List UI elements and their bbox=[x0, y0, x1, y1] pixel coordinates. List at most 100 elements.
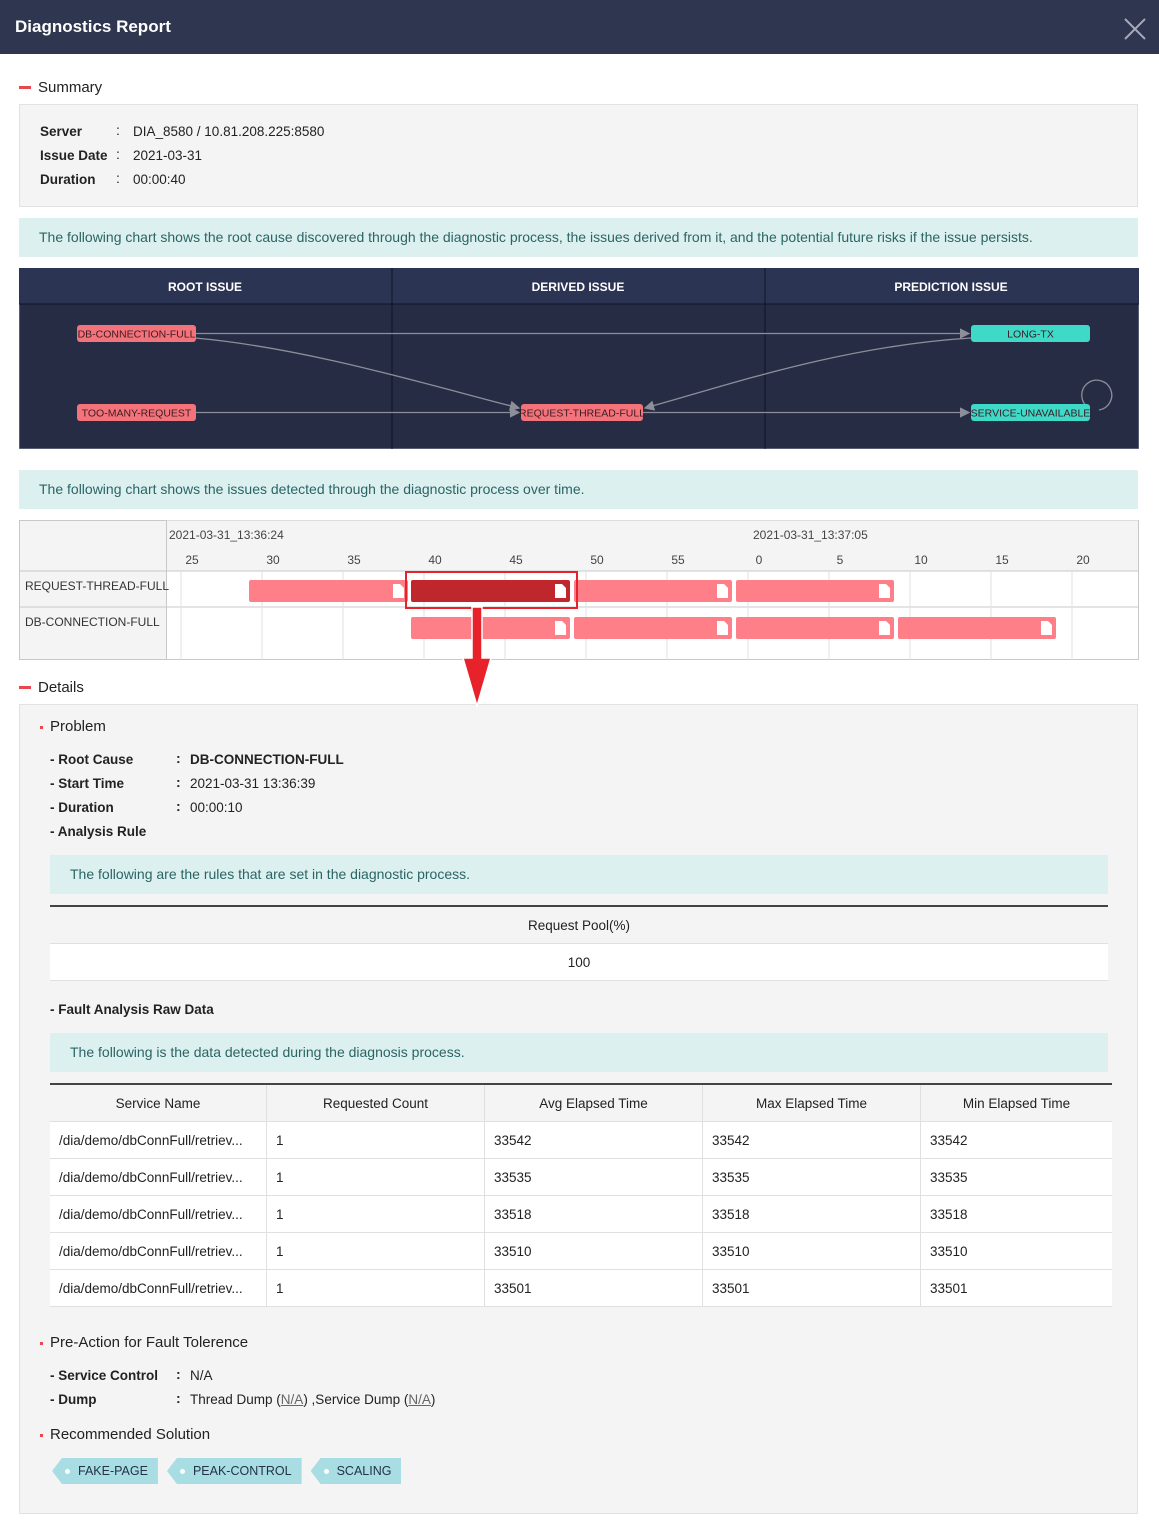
table-row: /dia/demo/dbConnFull/retriev... 1 33535 335… bbox=[50, 1158, 1112, 1196]
header bbox=[0, 0, 1159, 54]
table-cell: 33518 bbox=[702, 1195, 921, 1233]
text: Thread Dump ( bbox=[190, 1392, 281, 1407]
issue-bar bbox=[736, 580, 894, 602]
issue-node bbox=[521, 404, 643, 421]
detail-value: DB-CONNECTION-FULL bbox=[190, 752, 344, 767]
data-table: Request Pool(%) 100 bbox=[50, 905, 1108, 981]
detail-label: - Duration bbox=[50, 800, 114, 815]
close-button[interactable] bbox=[1122, 16, 1148, 42]
separator: : bbox=[116, 122, 120, 138]
issue-node-label: LONG-TX bbox=[1007, 329, 1054, 341]
issue-bar bbox=[736, 617, 894, 639]
doc-icon bbox=[879, 584, 890, 598]
table-cell: 33518 bbox=[920, 1195, 1112, 1233]
table-cell: 1 bbox=[266, 1158, 485, 1196]
table-cell: 33542 bbox=[484, 1121, 703, 1159]
row-label: DB-CONNECTION-FULL bbox=[25, 615, 160, 629]
table-cell: 33510 bbox=[920, 1232, 1112, 1270]
separator: : bbox=[116, 146, 120, 162]
table-row: /dia/demo/dbConnFull/retriev... 1 33501 335… bbox=[50, 1269, 1112, 1307]
column-header: Min Elapsed Time bbox=[920, 1084, 1112, 1122]
column-header: Service Name bbox=[115, 1095, 201, 1111]
issue-node-label: SERVICE-UNAVAILABLE bbox=[971, 408, 1091, 420]
detail-value: N/A bbox=[190, 1368, 213, 1383]
table-cell: 33510 bbox=[702, 1232, 921, 1270]
table-cell: 100 bbox=[567, 954, 591, 970]
issue-node bbox=[77, 325, 196, 342]
issue-bar bbox=[411, 580, 570, 602]
time-tick-label: 35 bbox=[347, 553, 361, 567]
issue-bar bbox=[898, 617, 1056, 639]
table-cell: /dia/demo/dbConnFull/retriev... bbox=[59, 1206, 243, 1222]
table-cell: /dia/demo/dbConnFull/retriev... bbox=[59, 1243, 243, 1259]
time-label: 2021-03-31_13:36:24 bbox=[169, 528, 284, 542]
flow-header bbox=[19, 268, 1139, 304]
text: ) ,Service Dump ( bbox=[303, 1392, 409, 1407]
header-row: Service Name Requested Count Avg Elapsed T… bbox=[50, 1084, 1112, 1122]
edge bbox=[194, 337, 521, 411]
issue-node bbox=[77, 404, 196, 421]
detail-value: 00:00:10 bbox=[190, 800, 243, 815]
time-tick-label: 5 bbox=[837, 553, 844, 567]
info-note: The following chart shows the root cause… bbox=[19, 218, 1138, 257]
table-cell: 33535 bbox=[702, 1158, 921, 1196]
table-row: /dia/demo/dbConnFull/retriev... 1 33542 335… bbox=[50, 1121, 1112, 1159]
doc-icon bbox=[1041, 621, 1052, 635]
column-header: Max Elapsed Time bbox=[702, 1084, 921, 1122]
info-note: The following chart shows the issues det… bbox=[19, 470, 1138, 509]
separator: : bbox=[176, 774, 181, 790]
solution-tag: SCALING bbox=[310, 1458, 402, 1484]
separator: : bbox=[176, 750, 181, 766]
table-row: /dia/demo/dbConnFull/retriev... 1 33518 335… bbox=[50, 1195, 1112, 1233]
issue-node-label: TOO-MANY-REQUEST bbox=[82, 408, 192, 420]
detail-label: - Service Control bbox=[50, 1368, 159, 1383]
solution-tags: FAKE-PAGE PEAK-CONTROL SCALING bbox=[52, 1458, 410, 1484]
section-marker bbox=[19, 86, 31, 89]
table-cell: 33501 bbox=[920, 1269, 1112, 1307]
time-header bbox=[167, 520, 1138, 572]
column-header: DERIVED ISSUE bbox=[532, 280, 625, 294]
summary-value: DIA_8580 / 10.81.208.225:8580 bbox=[133, 124, 325, 139]
issue-flow-chart: ROOT ISSUE DERIVED ISSUE PREDICTION ISSUE D… bbox=[19, 268, 1139, 449]
time-tick-label: 10 bbox=[914, 553, 928, 567]
separator: : bbox=[176, 1366, 181, 1382]
issue-bar bbox=[411, 617, 570, 639]
time-tick-label: 40 bbox=[428, 553, 442, 567]
bullet bbox=[40, 726, 43, 729]
time-tick-label: 45 bbox=[509, 553, 523, 567]
text: ) bbox=[430, 1392, 436, 1407]
table-cell: /dia/demo/dbConnFull/retriev... bbox=[59, 1280, 243, 1296]
table-cell: 33518 bbox=[484, 1195, 703, 1233]
info-note: The following are the rules that are set… bbox=[50, 855, 1108, 894]
table-cell: 33542 bbox=[702, 1121, 921, 1159]
doc-icon bbox=[717, 621, 728, 635]
time-tick-label: 50 bbox=[590, 553, 604, 567]
table-cell: 1 bbox=[266, 1121, 485, 1159]
summary-label: Server bbox=[40, 124, 83, 139]
row-label: REQUEST-THREAD-FULL bbox=[25, 579, 169, 593]
issue-bar bbox=[574, 617, 732, 639]
summary-value: 00:00:40 bbox=[133, 172, 186, 187]
bullet bbox=[40, 1434, 43, 1437]
doc-icon bbox=[879, 621, 890, 635]
issue-node bbox=[971, 325, 1090, 342]
separator: : bbox=[116, 170, 120, 186]
table-cell: 33542 bbox=[920, 1121, 1112, 1159]
summary-box bbox=[19, 104, 1138, 207]
issue-node-label: DB-CONNECTION-FULL bbox=[78, 329, 196, 341]
column-header: PREDICTION ISSUE bbox=[894, 280, 1007, 294]
solution-tag: PEAK-CONTROL bbox=[166, 1458, 302, 1484]
time-tick-label: 30 bbox=[266, 553, 280, 567]
table-cell: 33510 bbox=[484, 1232, 703, 1270]
detail-label: - Analysis Rule bbox=[50, 824, 147, 839]
section-title: Details bbox=[38, 679, 84, 696]
time-label: 2021-03-31_13:37:05 bbox=[753, 528, 868, 542]
issue-node bbox=[971, 404, 1090, 421]
issue-timeline: 2021-03-31_13:36:24 2021-03-31_13:37:05 25… bbox=[19, 520, 1139, 660]
detail-label: - Dump bbox=[50, 1392, 97, 1407]
table-cell: 33501 bbox=[702, 1269, 921, 1307]
self-loop bbox=[1081, 379, 1113, 411]
time-tick-label: 55 bbox=[671, 553, 685, 567]
issue-node-label: REQUEST-THREAD-FULL bbox=[519, 408, 645, 420]
column-header: ROOT ISSUE bbox=[168, 280, 242, 294]
